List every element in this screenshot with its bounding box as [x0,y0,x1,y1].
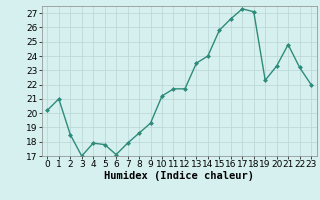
X-axis label: Humidex (Indice chaleur): Humidex (Indice chaleur) [104,171,254,181]
